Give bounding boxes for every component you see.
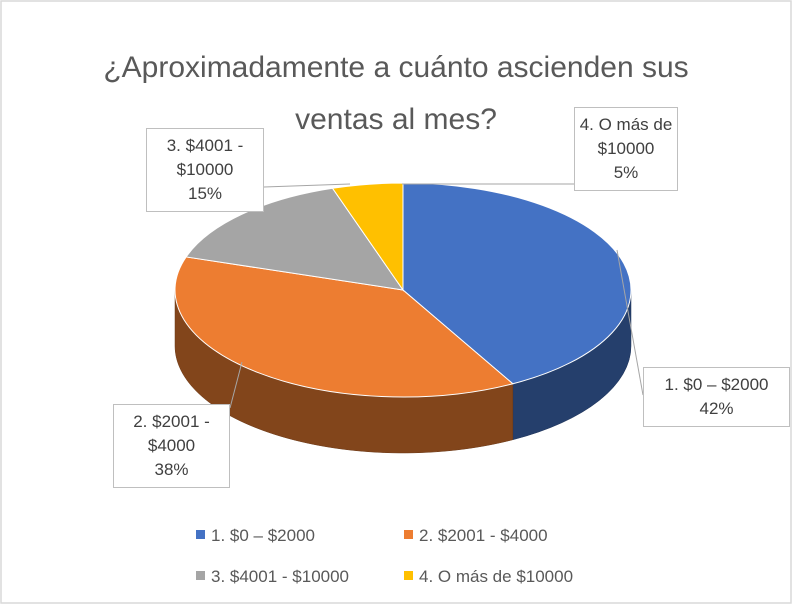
leader-line bbox=[616, 249, 644, 396]
data-label-value: 42% bbox=[699, 399, 734, 418]
legend-swatch bbox=[196, 530, 205, 539]
data-label-category: 2. $2001 - $4000 bbox=[133, 412, 210, 455]
legend-swatch bbox=[404, 571, 413, 580]
data-label: 2. $2001 - $4000 38% bbox=[113, 404, 230, 488]
data-label-value: 15% bbox=[187, 184, 223, 203]
data-label-category: 4. O más de $10000 bbox=[579, 115, 673, 158]
legend-label: 1. $0 – $2000 bbox=[211, 526, 315, 545]
legend-item: 3. $4001 - $10000 bbox=[196, 567, 349, 587]
chart-title: ¿Aproximadamente a cuánto ascienden sus … bbox=[103, 51, 689, 136]
data-label: 4. O más de $10000 5% bbox=[574, 107, 678, 191]
pie-slice bbox=[185, 187, 405, 291]
pie-slice bbox=[402, 182, 632, 385]
data-label: 3. $4001 - $10000 15% bbox=[146, 128, 264, 212]
pie-slice bbox=[331, 182, 404, 292]
data-label-category: 3. $4001 - $10000 bbox=[166, 136, 244, 179]
legend-swatch bbox=[196, 571, 205, 580]
data-label-value: 38% bbox=[154, 460, 189, 479]
legend-label: 3. $4001 - $10000 bbox=[211, 567, 350, 586]
legend-swatch bbox=[404, 530, 413, 539]
legend-item: 2. $2001 - $4000 bbox=[404, 526, 548, 546]
legend-label: 2. $2001 - $4000 bbox=[419, 526, 548, 545]
leader-line bbox=[229, 361, 243, 409]
legend-item: 4. O más de $10000 bbox=[404, 567, 573, 587]
data-label-category: 1. $0 – $2000 bbox=[664, 375, 769, 394]
legend-label: 4. O más de $10000 bbox=[419, 567, 574, 586]
data-label: 1. $0 – $2000 42% bbox=[643, 367, 790, 427]
pie-slice bbox=[174, 256, 514, 398]
leader-line bbox=[263, 183, 351, 188]
data-label-value: 5% bbox=[613, 163, 639, 182]
legend-item: 1. $0 – $2000 bbox=[196, 526, 315, 546]
